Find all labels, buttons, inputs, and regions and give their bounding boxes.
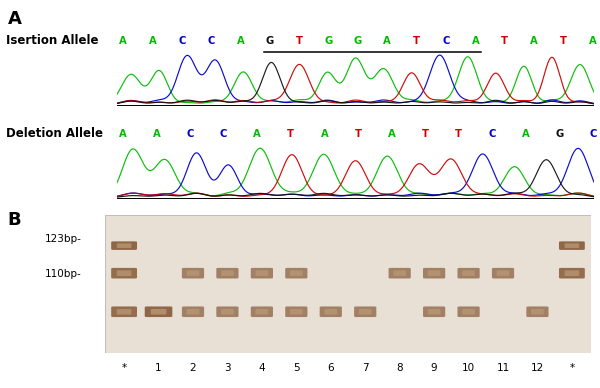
FancyBboxPatch shape — [359, 309, 371, 315]
FancyBboxPatch shape — [462, 309, 475, 315]
FancyBboxPatch shape — [457, 307, 479, 317]
Text: 7: 7 — [362, 363, 368, 373]
Text: A: A — [320, 129, 328, 139]
FancyBboxPatch shape — [182, 307, 204, 317]
FancyBboxPatch shape — [251, 307, 273, 317]
Text: A: A — [152, 129, 160, 139]
FancyBboxPatch shape — [145, 307, 172, 317]
Text: T: T — [455, 129, 462, 139]
Text: C: C — [589, 129, 596, 139]
FancyBboxPatch shape — [117, 270, 131, 276]
Text: C: C — [488, 129, 496, 139]
FancyBboxPatch shape — [497, 270, 509, 276]
Text: A: A — [530, 36, 538, 46]
FancyBboxPatch shape — [565, 243, 579, 248]
Text: 2: 2 — [190, 363, 196, 373]
Text: A: A — [119, 36, 127, 46]
Text: G: G — [555, 129, 563, 139]
Text: A: A — [383, 36, 391, 46]
Text: A: A — [388, 129, 395, 139]
Text: 123bp-: 123bp- — [45, 234, 82, 244]
Text: 3: 3 — [224, 363, 231, 373]
Text: G: G — [325, 36, 332, 46]
Text: T: T — [422, 129, 428, 139]
Text: A: A — [253, 129, 261, 139]
FancyBboxPatch shape — [531, 309, 544, 315]
FancyBboxPatch shape — [217, 307, 239, 317]
FancyBboxPatch shape — [182, 268, 204, 279]
FancyBboxPatch shape — [320, 307, 342, 317]
Text: T: T — [501, 36, 508, 46]
Text: G: G — [354, 36, 362, 46]
Text: 9: 9 — [431, 363, 437, 373]
Text: A: A — [472, 36, 479, 46]
FancyBboxPatch shape — [285, 307, 307, 317]
Text: T: T — [413, 36, 420, 46]
Text: 1: 1 — [155, 363, 162, 373]
Text: 110bp-: 110bp- — [45, 268, 82, 279]
Text: C: C — [220, 129, 227, 139]
FancyBboxPatch shape — [256, 270, 268, 276]
FancyBboxPatch shape — [559, 241, 585, 250]
Text: C: C — [187, 129, 194, 139]
FancyBboxPatch shape — [565, 270, 579, 276]
Text: 4: 4 — [259, 363, 265, 373]
FancyBboxPatch shape — [256, 309, 268, 315]
Text: A: A — [589, 36, 596, 46]
Text: 12: 12 — [531, 363, 544, 373]
FancyBboxPatch shape — [285, 268, 307, 279]
FancyBboxPatch shape — [389, 268, 411, 279]
FancyBboxPatch shape — [325, 309, 337, 315]
FancyBboxPatch shape — [111, 268, 137, 279]
Text: A: A — [236, 36, 244, 46]
FancyBboxPatch shape — [559, 268, 585, 279]
Text: B: B — [8, 211, 22, 229]
Text: T: T — [296, 36, 302, 46]
FancyBboxPatch shape — [105, 215, 591, 353]
Text: *: * — [122, 363, 127, 373]
FancyBboxPatch shape — [423, 307, 445, 317]
FancyBboxPatch shape — [221, 270, 234, 276]
FancyBboxPatch shape — [187, 270, 199, 276]
FancyBboxPatch shape — [251, 268, 273, 279]
Text: C: C — [208, 36, 215, 46]
FancyBboxPatch shape — [462, 270, 475, 276]
FancyBboxPatch shape — [111, 307, 137, 317]
FancyBboxPatch shape — [457, 268, 479, 279]
FancyBboxPatch shape — [423, 268, 445, 279]
FancyBboxPatch shape — [526, 307, 548, 317]
FancyBboxPatch shape — [394, 270, 406, 276]
Text: Deletion Allele: Deletion Allele — [6, 127, 103, 140]
FancyBboxPatch shape — [117, 243, 131, 248]
FancyBboxPatch shape — [492, 268, 514, 279]
FancyBboxPatch shape — [117, 309, 131, 315]
Text: *: * — [569, 363, 574, 373]
FancyBboxPatch shape — [428, 309, 440, 315]
Text: T: T — [560, 36, 567, 46]
Text: C: C — [178, 36, 185, 46]
Text: C: C — [442, 36, 449, 46]
Text: A: A — [522, 129, 530, 139]
Text: G: G — [266, 36, 274, 46]
Text: A: A — [148, 36, 156, 46]
Text: 10: 10 — [462, 363, 475, 373]
Text: 11: 11 — [496, 363, 509, 373]
FancyBboxPatch shape — [354, 307, 376, 317]
Text: 8: 8 — [397, 363, 403, 373]
FancyBboxPatch shape — [290, 270, 302, 276]
Text: 6: 6 — [328, 363, 334, 373]
FancyBboxPatch shape — [221, 309, 234, 315]
Text: T: T — [355, 129, 361, 139]
FancyBboxPatch shape — [187, 309, 199, 315]
Text: T: T — [287, 129, 294, 139]
Text: Isertion Allele: Isertion Allele — [6, 34, 98, 47]
FancyBboxPatch shape — [217, 268, 239, 279]
Text: A: A — [119, 129, 127, 139]
FancyBboxPatch shape — [111, 241, 137, 250]
Text: 5: 5 — [293, 363, 299, 373]
Text: A: A — [8, 10, 22, 28]
FancyBboxPatch shape — [290, 309, 302, 315]
FancyBboxPatch shape — [428, 270, 440, 276]
FancyBboxPatch shape — [151, 309, 166, 315]
